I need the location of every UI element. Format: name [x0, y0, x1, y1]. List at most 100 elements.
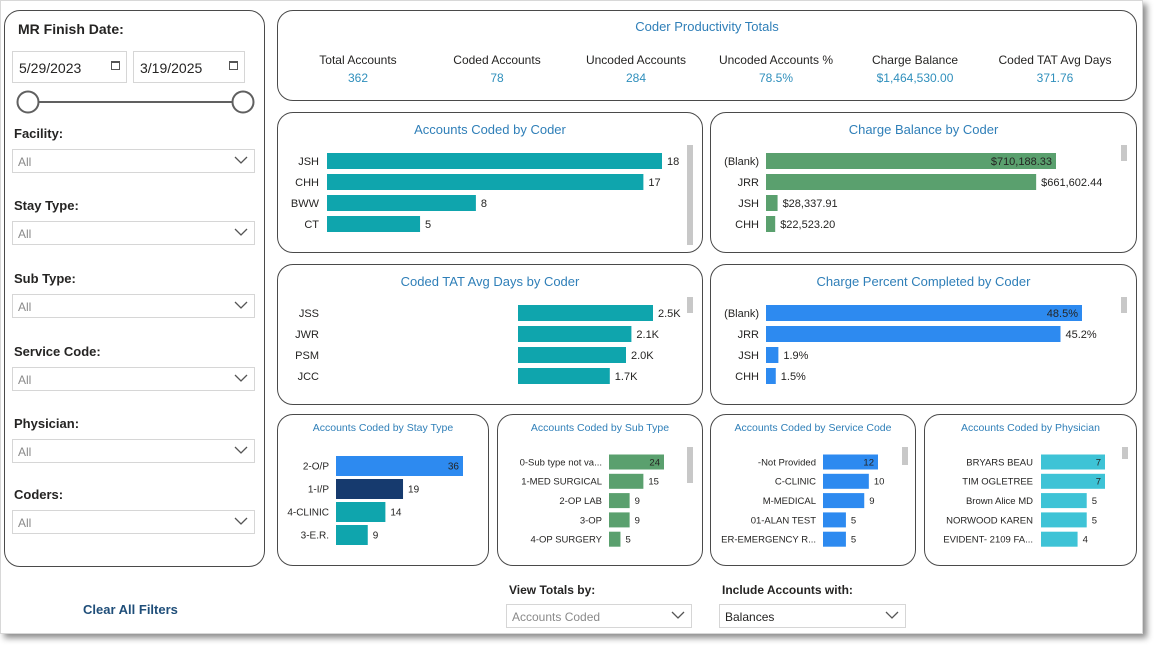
facility-dropdown[interactable]: All — [12, 149, 255, 173]
bar-by_sub_type[interactable] — [609, 512, 630, 528]
chart-title: Accounts Coded by Physician — [961, 422, 1100, 434]
chart-scrollbar[interactable] — [687, 145, 693, 245]
sub-type-dropdown[interactable]: All — [12, 294, 255, 318]
category-label: TIM OGLETREE — [962, 477, 1033, 488]
data-label: 2.1K — [636, 329, 659, 341]
data-label: 1.9% — [783, 350, 808, 362]
bar-tat_by_coder[interactable] — [518, 326, 632, 342]
bar-tat_by_coder[interactable] — [518, 305, 653, 321]
category-label: CHH — [295, 177, 319, 189]
chevron-down-icon[interactable] — [234, 298, 248, 312]
stay-type-dropdown[interactable]: All — [12, 221, 255, 245]
bar-charge_by_coder[interactable] — [766, 216, 776, 232]
end-date-input[interactable]: 3/19/2025 — [133, 51, 245, 83]
data-label: 24 — [649, 457, 660, 468]
chart-title: Accounts Coded by Sub Type — [530, 422, 670, 434]
chart-scrollbar[interactable] — [687, 447, 693, 483]
category-label: PSM — [295, 350, 319, 362]
bar-by_stay_type[interactable] — [336, 525, 368, 545]
chevron-down-icon[interactable] — [234, 443, 248, 457]
bar-by_sub_type[interactable] — [609, 531, 621, 547]
bar-by_physician[interactable] — [1041, 454, 1105, 470]
physician-dropdown[interactable]: All — [12, 439, 255, 463]
bar-tat_by_coder[interactable] — [518, 347, 626, 363]
chevron-down-icon[interactable] — [234, 225, 248, 239]
data-label: $710,188.33 — [991, 156, 1052, 168]
bar-pct_by_coder[interactable] — [766, 305, 1082, 321]
chevron-down-icon[interactable] — [234, 371, 248, 385]
calendar-icon[interactable] — [111, 61, 120, 70]
data-label: 14 — [390, 508, 402, 519]
bar-by_stay_type[interactable] — [336, 479, 404, 499]
category-label: (Blank) — [724, 308, 759, 320]
bar-coded_by_coder[interactable] — [327, 216, 421, 232]
start-date-input[interactable]: 5/29/2023 — [12, 51, 127, 83]
bar-by_service_code[interactable] — [823, 493, 865, 509]
chart-scrollbar[interactable] — [1121, 145, 1127, 161]
bar-pct_by_coder[interactable] — [766, 368, 776, 384]
data-label: 2.5K — [658, 308, 681, 320]
bar-by_sub_type[interactable] — [609, 493, 630, 509]
chart-scrollbar[interactable] — [1121, 297, 1127, 313]
bar-by_service_code[interactable] — [823, 531, 846, 547]
bar-charge_by_coder[interactable] — [766, 153, 1056, 169]
chevron-down-icon[interactable] — [885, 608, 899, 622]
end-date-value: 3/19/2025 — [140, 60, 203, 76]
bar-by_stay_type[interactable] — [336, 502, 386, 522]
view-totals-value: Accounts Coded — [512, 610, 601, 624]
category-label: 2-OP LAB — [559, 496, 602, 507]
coders-label: Coders: — [14, 487, 64, 502]
kpi-label: Total Accounts — [319, 53, 397, 67]
facility-value: All — [18, 155, 32, 169]
bar-by_physician[interactable] — [1041, 512, 1087, 528]
data-label: 9 — [869, 496, 874, 507]
clear-all-filters-button[interactable]: Clear All Filters — [83, 602, 178, 617]
slider-end-handle[interactable] — [231, 90, 255, 114]
chevron-down-icon[interactable] — [234, 514, 248, 528]
date-range-slider[interactable] — [16, 89, 256, 115]
data-label: 5 — [851, 535, 856, 546]
category-label: NORWOOD KAREN — [946, 515, 1033, 526]
bar-by_service_code[interactable] — [823, 454, 878, 470]
category-label: JSH — [738, 350, 759, 362]
kpi-total-accounts: Total Accounts 362 — [288, 53, 428, 85]
data-label: 1.5% — [781, 371, 806, 383]
chart-scrollbar[interactable] — [1122, 447, 1128, 459]
data-label: 19 — [408, 485, 420, 496]
slider-start-handle[interactable] — [16, 90, 40, 114]
category-label: JWR — [295, 329, 319, 341]
bar-tat_by_coder[interactable] — [518, 368, 610, 384]
kpi-charge-balance: Charge Balance $1,464,530.00 — [845, 53, 985, 85]
coders-dropdown[interactable]: All — [12, 510, 255, 534]
chart-card-by-sub-type: Accounts Coded by Sub Type — [497, 414, 703, 566]
bar-by_physician[interactable] — [1041, 473, 1105, 489]
bar-charge_by_coder[interactable] — [766, 174, 1037, 190]
bar-by_service_code[interactable] — [823, 512, 846, 528]
calendar-icon[interactable] — [229, 61, 238, 70]
facility-label: Facility: — [14, 126, 64, 141]
kpi-label: Uncoded Accounts % — [718, 53, 834, 67]
bar-charge_by_coder[interactable] — [766, 195, 778, 211]
view-totals-dropdown[interactable]: Accounts Coded — [506, 604, 692, 628]
category-label: JSH — [298, 156, 319, 168]
include-accounts-dropdown[interactable]: Balances — [719, 604, 906, 628]
bar-by_sub_type[interactable] — [609, 473, 644, 489]
coders-value: All — [18, 516, 32, 530]
service-code-dropdown[interactable]: All — [12, 367, 255, 391]
bar-by_sub_type[interactable] — [609, 454, 664, 470]
bar-pct_by_coder[interactable] — [766, 347, 779, 363]
bar-coded_by_coder[interactable] — [327, 195, 476, 211]
chevron-down-icon[interactable] — [671, 608, 685, 622]
chevron-down-icon[interactable] — [234, 153, 248, 167]
bar-by_physician[interactable] — [1041, 531, 1078, 547]
bar-by_service_code[interactable] — [823, 473, 869, 489]
bar-coded_by_coder[interactable] — [327, 174, 644, 190]
bar-by_physician[interactable] — [1041, 493, 1087, 509]
chart-scrollbar[interactable] — [687, 297, 693, 313]
kpi-label: Coded TAT Avg Days — [998, 53, 1112, 67]
bar-by_stay_type[interactable] — [336, 456, 463, 476]
data-label: 4 — [1083, 535, 1088, 546]
bar-pct_by_coder[interactable] — [766, 326, 1061, 342]
bar-coded_by_coder[interactable] — [327, 153, 662, 169]
chart-scrollbar[interactable] — [902, 447, 908, 465]
